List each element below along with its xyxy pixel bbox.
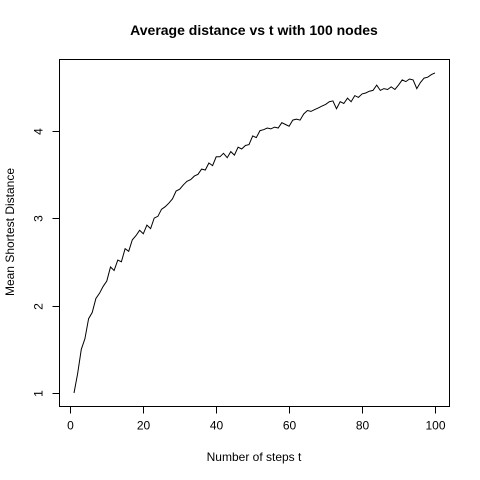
- x-tick-label: 100: [425, 419, 445, 433]
- x-tick-label: 40: [210, 419, 224, 433]
- x-tick-label: 80: [356, 419, 370, 433]
- chart-title: Average distance vs t with 100 nodes: [130, 22, 378, 38]
- plot-frame: [59, 59, 450, 407]
- series-line: [73, 72, 436, 394]
- x-tick-label: 0: [67, 419, 74, 433]
- y-axis-label: Mean Shortest Distance: [3, 168, 17, 296]
- y-axis: 1 2 3 4: [32, 128, 60, 397]
- x-tick-label: 20: [137, 419, 151, 433]
- plot-area: [73, 72, 436, 394]
- y-tick-label: 4: [32, 128, 46, 135]
- y-tick-label: 3: [32, 215, 46, 222]
- y-tick-label: 2: [32, 303, 46, 310]
- x-axis-label: Number of steps t: [207, 450, 302, 464]
- x-axis: 0 20 40 60 80 100: [67, 406, 446, 433]
- x-tick-label: 60: [283, 419, 297, 433]
- y-tick-label: 1: [32, 390, 46, 397]
